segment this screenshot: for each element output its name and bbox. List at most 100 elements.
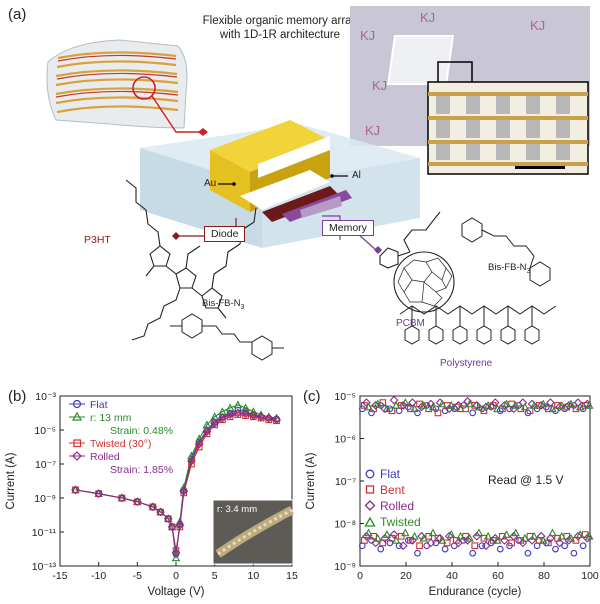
c-data-point-low [552, 545, 559, 553]
b-data-point [225, 410, 235, 420]
c-data-point-low [481, 541, 491, 551]
c-data-point-high [408, 398, 417, 407]
diode-box: Diode [204, 226, 246, 242]
b-data-point [241, 409, 250, 419]
c-legend: Flat Bent Rolled Twisted [364, 467, 421, 529]
b-data-point [187, 451, 196, 460]
svg-text:KJ: KJ [420, 10, 435, 25]
c-data-point-low [444, 531, 454, 541]
c-legend-flat: Flat [380, 467, 401, 481]
c-data-point-high [447, 400, 456, 409]
bisfb-right-text: Bis-FB-N [488, 262, 527, 273]
c-data-point-low [548, 528, 557, 537]
panel-a-label: (a) [8, 6, 27, 23]
b-data-point [202, 427, 212, 437]
c-annotation: Read @ 1.5 V [488, 473, 564, 487]
bisfb-right-molecule [461, 217, 551, 287]
b-x-tick-label: 10 [247, 570, 259, 582]
b-data-point [210, 418, 220, 428]
c-data-point-high [368, 409, 375, 417]
polystyrene-molecule [399, 305, 557, 345]
connector-diamond [198, 128, 208, 136]
c-legend-marker-rolled [364, 500, 376, 511]
c-y-tick-label: 10⁻⁵ [334, 391, 356, 403]
c-data-point-low [474, 528, 484, 537]
c-data-point-low [391, 535, 401, 544]
c-data-point-high [391, 400, 401, 409]
b-data-point [233, 400, 243, 409]
c-data-point-low [373, 533, 382, 542]
c-data-point-high [500, 401, 509, 410]
c-data-point-high [575, 402, 585, 411]
c-data-point-low [496, 545, 504, 553]
c-data-point-high [465, 399, 474, 408]
c-data-point-low [471, 542, 479, 550]
c-data-point-low [426, 538, 436, 548]
p3ht-molecule [125, 179, 257, 341]
c-data-point-high [481, 402, 491, 412]
c-data-point-high [526, 407, 534, 415]
memory-box: Memory [322, 220, 374, 236]
c-data-point-low [419, 533, 428, 542]
panel-c-chart: 0 20 40 60 80 100 10⁻⁹ 10⁻⁸ 10⁻⁷ 10⁻⁶ 10⁻⁵ Enduranc… [305, 391, 599, 598]
c-x-tick-label: 40 [446, 570, 458, 582]
b-data-point [94, 489, 104, 499]
c-y-tick-label: 10⁻⁹ [334, 561, 356, 573]
c-data-point-high [572, 405, 580, 413]
c-data-point-high [493, 404, 502, 413]
b-data-point [218, 413, 227, 423]
c-data-point-low [555, 538, 565, 548]
c-x-tick-label: 0 [357, 570, 363, 582]
c-data-point-high [364, 402, 373, 411]
c-legend-marker-flat [365, 469, 375, 479]
c-data-point-low [407, 537, 414, 544]
bisfb-right-label: Bis-FB-N3 [488, 262, 530, 275]
c-data-point-high [428, 402, 438, 411]
b-data-point [132, 497, 142, 507]
c-data-point-high [444, 404, 454, 414]
c-data-point-high [469, 409, 477, 417]
b-data-point [171, 553, 181, 562]
b-legend-strain2: Strain: 1.85% [110, 464, 173, 476]
c-data-point-high [585, 400, 594, 409]
c-x-tick-label: 80 [538, 570, 550, 582]
c-data-point-high [529, 400, 539, 409]
c-data-point-high [520, 402, 530, 411]
c-data-point-high [401, 398, 410, 406]
c-data-point-low [463, 536, 473, 545]
b-data-point [156, 507, 165, 517]
c-data-point-low [509, 531, 519, 541]
c-plot-area: 0 20 40 60 80 100 10⁻⁹ 10⁻⁸ 10⁻⁷ 10⁻⁶ 10⁻⁵ Enduranc… [305, 391, 599, 598]
c-y-tick-label: 10⁻⁸ [334, 519, 356, 531]
b-data-point [117, 493, 127, 503]
b-data-point [248, 411, 258, 421]
flexible-array-sheet [46, 39, 188, 129]
c-data-point-high [483, 400, 493, 409]
b-data-point [164, 515, 172, 523]
c-data-point-high [524, 409, 532, 417]
b-data-point [157, 508, 164, 516]
c-data-point-low [371, 538, 381, 548]
c-x-axis-label: Endurance (cycle) [429, 586, 522, 598]
b-data-point [272, 415, 281, 425]
b-y-tick-label: 10⁻⁵ [34, 425, 56, 437]
c-data-point-low [585, 531, 594, 540]
b-data-point [171, 548, 181, 558]
b-x-tick-label: -10 [91, 570, 106, 582]
panel-b-chart: -15 -10 -5 0 5 10 15 10⁻¹³ 10⁻¹¹ 10⁻⁹ 10⁻⁷ 10⁻⁵ 10⁻³… [5, 391, 298, 598]
c-data-point-low [582, 533, 592, 543]
bisfb-left-sub: 3 [240, 303, 245, 311]
c-data-point-low [398, 541, 408, 551]
b-data-point [264, 413, 274, 423]
b-data-point [242, 412, 249, 419]
svg-text:KJ: KJ [372, 78, 387, 93]
panel-b-label: (b) [8, 388, 27, 405]
c-data-point-high [474, 402, 484, 411]
b-data-point [71, 485, 80, 495]
b-x-axis-label: Voltage (V) [148, 586, 205, 598]
c-data-point-low [511, 528, 520, 537]
c-data-point-low [502, 530, 511, 538]
c-data-point-high [362, 398, 371, 407]
c-data-point-low [414, 549, 421, 557]
pcbm-molecule [379, 211, 455, 313]
